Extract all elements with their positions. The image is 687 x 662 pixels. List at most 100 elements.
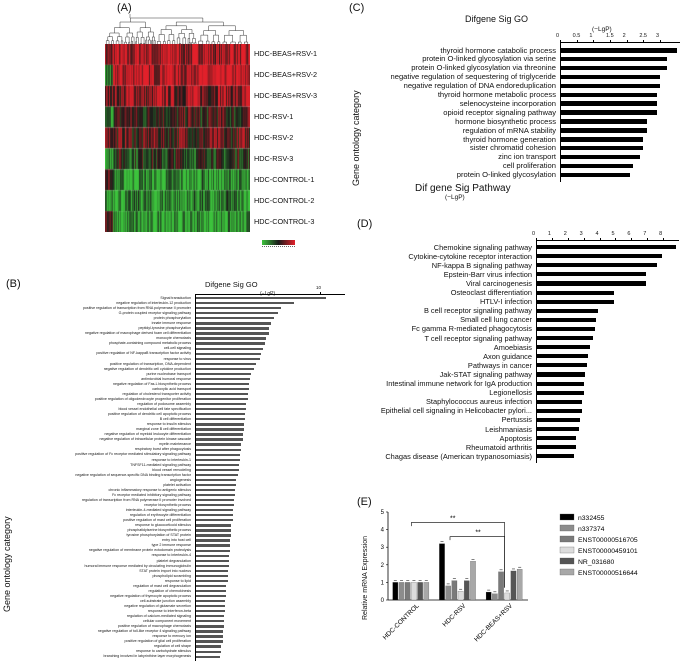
heatmap-row-label: HDC-CONTROL-3 [254,216,315,226]
bar [195,534,232,537]
e-bar [457,591,464,601]
bar [195,524,232,527]
dendrogram-branch [109,32,120,37]
category-label: regulation of cholesterol transporter ac… [122,391,191,396]
bar [195,483,237,487]
bar [536,372,586,377]
category-label: myelin maintenance [159,442,191,447]
dendrogram-branch [135,37,139,42]
bar [195,433,243,436]
x-tick [599,238,601,240]
bar [195,509,233,512]
category-label: negative regulation of thymocyte apoptot… [110,593,191,598]
e-sig-bracket [449,536,505,588]
bar [195,428,244,431]
bar [195,564,229,567]
bar [195,297,327,300]
heatmap-row-label: HDC-CONTROL-2 [254,195,315,205]
e-bar [417,582,423,601]
chart-b: 10 Signal transduction negative regulation… [10,285,350,661]
bar [195,448,242,451]
dendrogram-branch [145,39,148,44]
bar [195,605,225,608]
bar [195,372,252,376]
bar [560,56,667,62]
category-label: regulation of chemokinesis [148,588,191,593]
bar [560,65,667,71]
bar [195,438,243,441]
dendrogram-branch [222,41,227,46]
bar [560,101,657,106]
e-bar [498,571,504,601]
dendrogram-branch [188,33,195,39]
x-tick-label: 8 [659,231,663,237]
dendrogram-branch [125,36,130,43]
category-label: Intestinal immune network for IgA produc… [386,379,532,388]
x-tick [615,238,617,240]
bar [560,137,644,142]
x-tick-label: 10 [316,285,322,290]
category-label: Axon guidance [483,351,532,361]
category-label: phospholipid scrambling [152,573,191,578]
dendrogram-branch [160,29,172,35]
chart-b-title: Difgene Sig GO [205,280,258,289]
dendrogram-branch [107,36,113,41]
bar [536,436,576,441]
e-legend-label: n332455 [578,515,605,522]
dendrogram-branch [172,40,176,48]
e-legend-label: NR_031680 [578,559,614,566]
category-label: positive regulation of oligodendrocyte p… [94,396,191,401]
dendrogram-branch [147,31,154,37]
category-label: negative regulation of toll-like recepto… [97,629,191,634]
bar [195,347,263,350]
category-label: cell proliferation [502,161,556,171]
chart-c-axis-unit: (−LgP) [592,26,612,33]
dendrogram-branch [167,40,171,45]
bar [195,610,225,613]
x-tick-label: 2.5 [639,33,647,39]
e-sig-annotation: ** [475,530,481,537]
dendrogram-branch [208,25,236,31]
category-label: phosphate-containing compound metabolic … [108,341,191,346]
bar [195,529,232,532]
bar [195,569,228,572]
category-label: Cytokine-cytokine receptor interaction [408,251,532,261]
x-tick-label: 1 [547,231,551,237]
e-legend-swatch [559,513,575,521]
category-label: platelet activation [163,482,191,487]
bar [195,458,240,461]
bar [195,625,224,628]
x-tick [610,40,611,42]
x-tick [647,238,649,240]
dendrogram-branch [165,25,187,30]
category-label: response to interferon-beta [147,609,191,614]
category-label: G-protein coupled receptor signaling pat… [118,311,191,316]
x-tick-label: 2 [563,231,567,237]
bar [536,272,646,277]
x-tick [626,40,628,42]
e-bar [464,580,470,601]
category-label: Osteoclast differentiation [450,288,532,297]
category-label: Signal transduction [160,295,191,300]
category-label: monocyte chemotaxis [156,336,191,341]
category-label: cell-substrate junction assembly [140,598,191,603]
dendrogram-branch [200,34,209,42]
bar [536,390,584,395]
category-label: regulation of calcium-mediated signaling [126,614,191,619]
bar [536,399,583,404]
e-bar [516,569,523,601]
panel-label-e: (E) [357,496,372,508]
chart-d-title: Dif gene Sig Pathway [415,183,511,194]
category-label: Apoptosis [499,433,532,443]
bar [195,327,269,330]
e-sig-bracket [411,522,505,588]
dendrogram-branch [178,33,185,38]
bar [536,299,614,304]
x-tick-label: 6 [627,231,631,237]
category-label: Viral carcinogenesis [465,278,532,288]
bar [195,650,222,653]
e-y-tick-label: 4 [381,528,385,534]
category-label: response to carbohydrate stimulus [136,649,191,654]
category-label: positive regulation of NF-kappaB transcr… [96,351,191,356]
bar [195,392,248,396]
